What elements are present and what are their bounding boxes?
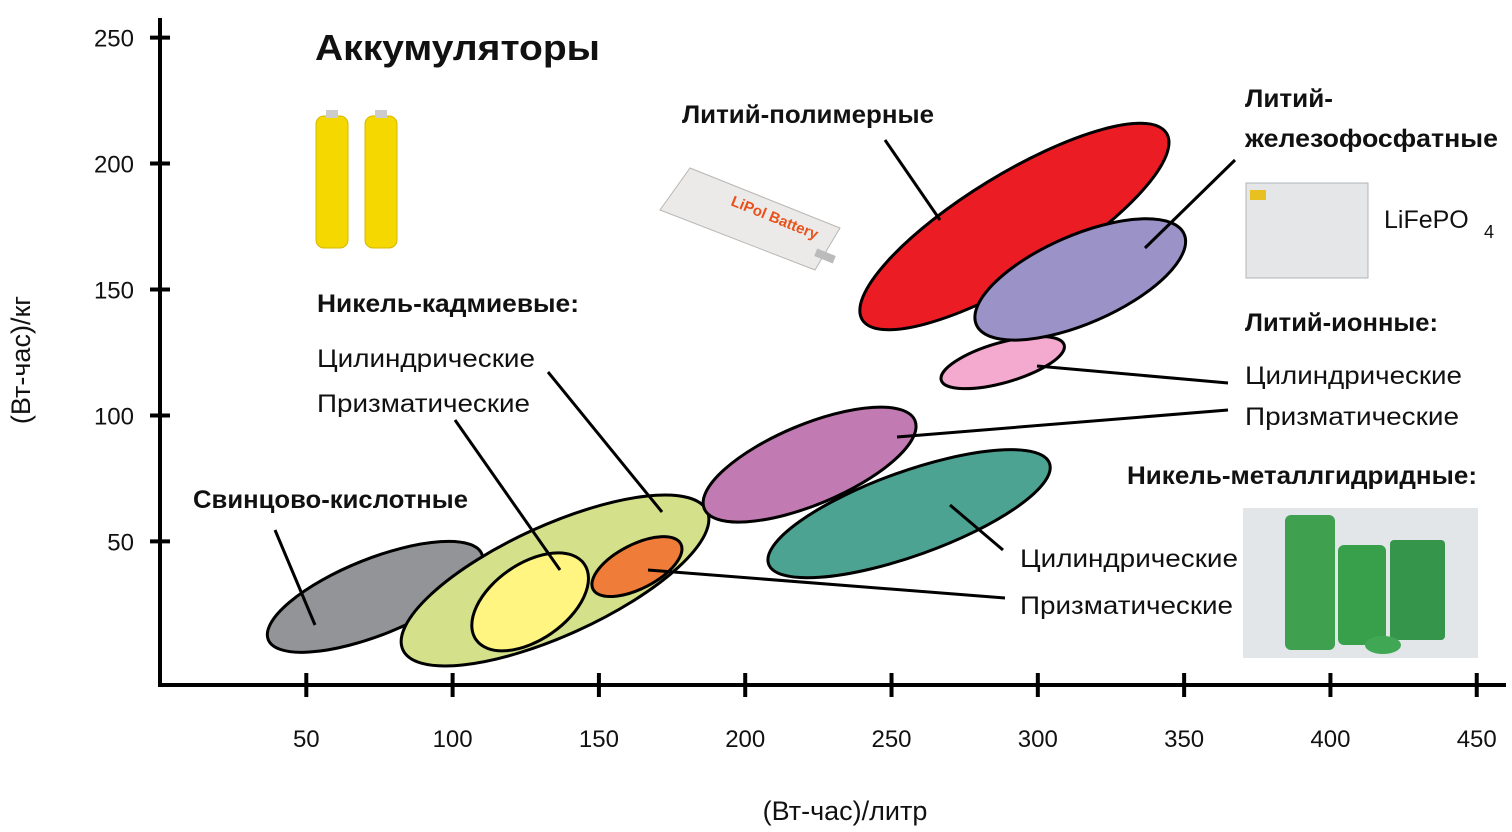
x-tick-label: 450 bbox=[1457, 726, 1497, 753]
leader-lines bbox=[273, 139, 1237, 626]
annotation: Свинцово-кислотные bbox=[193, 486, 468, 514]
cell bbox=[315, 115, 349, 249]
leader-line bbox=[1143, 158, 1237, 250]
y-tick-label: 100 bbox=[94, 403, 134, 430]
y-tick-label: 50 bbox=[107, 529, 134, 556]
nicd-photo bbox=[315, 110, 398, 249]
y-tick-label: 150 bbox=[94, 278, 134, 305]
cell bbox=[1365, 636, 1401, 654]
x-tick-label: 150 bbox=[579, 726, 619, 753]
x-tick-label: 100 bbox=[433, 726, 473, 753]
leader-line bbox=[546, 371, 664, 513]
tab bbox=[814, 248, 836, 264]
annotation: Литий- bbox=[1245, 85, 1333, 113]
region bbox=[470, 551, 590, 653]
annotation: Литий-ионные: bbox=[1245, 309, 1438, 337]
cell bbox=[364, 115, 398, 249]
annotation: Никель-металлгидридные: bbox=[1127, 462, 1477, 490]
annotation: Цилиндрические bbox=[1020, 545, 1238, 573]
annotation: Литий-полимерные bbox=[682, 101, 934, 129]
annotation: железофосфатные bbox=[1244, 125, 1498, 153]
region bbox=[590, 535, 684, 599]
leader-line bbox=[883, 139, 942, 221]
region bbox=[973, 217, 1188, 342]
regions bbox=[265, 121, 1188, 668]
leader-line bbox=[949, 503, 1004, 552]
cell bbox=[1390, 540, 1445, 640]
annotation: Цилиндрические bbox=[1245, 362, 1462, 390]
annotation: LiFePO bbox=[1384, 206, 1469, 234]
region bbox=[701, 405, 918, 524]
region bbox=[939, 334, 1066, 391]
leader-line bbox=[896, 408, 1229, 439]
y-tick-label: 200 bbox=[94, 152, 134, 179]
box bbox=[1245, 182, 1369, 279]
cell bbox=[1338, 545, 1386, 645]
x-tick-label: 350 bbox=[1164, 726, 1204, 753]
nimh-photo bbox=[1243, 508, 1478, 658]
annotation: Призматические bbox=[1245, 403, 1459, 431]
annotation: Цилиндрические bbox=[317, 345, 535, 373]
x-axis-label: (Вт-час)/литр bbox=[763, 796, 928, 826]
pack bbox=[659, 167, 841, 271]
y-tick-label: 250 bbox=[94, 26, 134, 53]
annotation: Никель-кадмиевые: bbox=[317, 290, 579, 318]
cell-cap bbox=[375, 110, 387, 118]
y-axis-label: (Вт-час)/кг bbox=[6, 296, 36, 424]
x-tick-label: 400 bbox=[1310, 726, 1350, 753]
chart-title: Аккумуляторы bbox=[315, 27, 600, 68]
x-tick-label: 50 bbox=[293, 726, 320, 753]
leader-line bbox=[273, 529, 317, 626]
cell bbox=[1285, 515, 1335, 650]
logo bbox=[1250, 190, 1266, 200]
leader-line bbox=[647, 568, 1006, 600]
x-tick-label: 200 bbox=[725, 726, 765, 753]
leader-line bbox=[453, 419, 562, 571]
axes: 50 100 150 200 250 50 100 150 200 250 300 350 400 450 bbox=[94, 18, 1506, 753]
annotation: Призматические bbox=[1020, 592, 1233, 620]
lipo-photo: LiPol Battery bbox=[659, 167, 841, 271]
cell-cap bbox=[326, 110, 338, 118]
region bbox=[265, 539, 485, 654]
x-tick-label: 300 bbox=[1018, 726, 1058, 753]
annotation: 4 bbox=[1484, 222, 1494, 242]
lfp-photo bbox=[1245, 182, 1369, 279]
x-tick-label: 250 bbox=[871, 726, 911, 753]
annotation: Призматические bbox=[317, 390, 530, 418]
leader-line bbox=[1036, 364, 1229, 385]
region bbox=[766, 448, 1052, 580]
